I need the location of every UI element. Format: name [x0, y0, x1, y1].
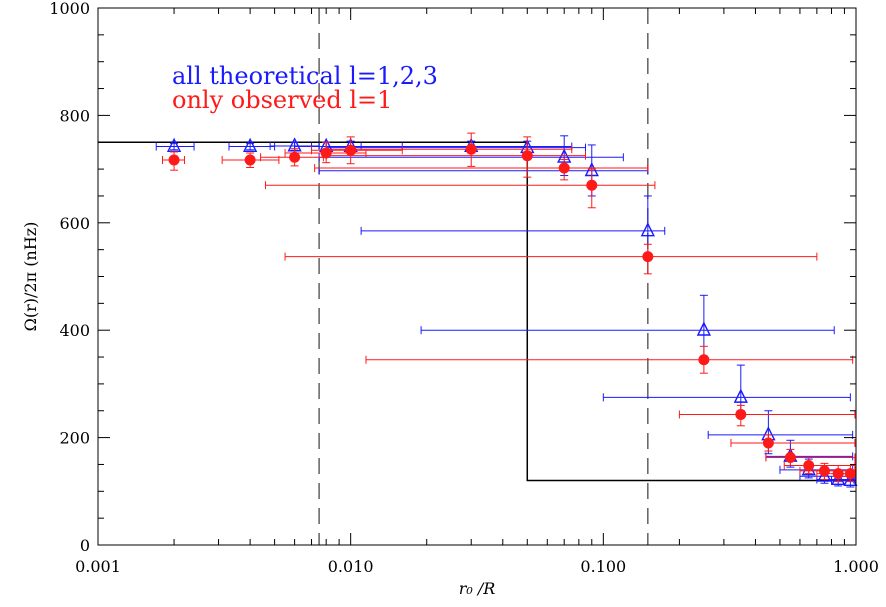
circle-marker — [465, 143, 477, 155]
reference-lines — [318, 8, 649, 545]
triangle-marker — [733, 388, 748, 403]
data-point — [730, 434, 856, 452]
circle-marker — [803, 460, 815, 472]
circle-marker — [818, 465, 830, 477]
data-point — [325, 137, 573, 154]
series-theoretical — [155, 135, 858, 488]
circle-marker — [784, 451, 796, 463]
data-point — [360, 195, 666, 256]
y-tick-label: 600 — [59, 214, 90, 233]
circle-marker — [698, 354, 710, 366]
data-point — [161, 151, 186, 171]
y-tick-label: 200 — [59, 429, 90, 448]
x-axis-title: r₀ /R — [459, 579, 496, 598]
legend-entry: only observed l=1 — [172, 86, 392, 114]
triangle-marker — [696, 321, 712, 336]
data-point — [314, 158, 649, 181]
x-tick-label: 0.100 — [580, 557, 626, 576]
data-point — [155, 137, 195, 153]
data-point — [837, 465, 856, 483]
series-observed — [161, 132, 856, 483]
x-tick-label: 0.001 — [75, 557, 121, 576]
x-tick-label: 0.010 — [328, 557, 374, 576]
data-point — [602, 364, 851, 412]
circle-marker — [558, 162, 570, 174]
data-point — [365, 345, 854, 374]
circle-marker — [521, 150, 533, 162]
triangle-marker — [843, 471, 858, 487]
data-point — [284, 243, 818, 275]
data-point — [707, 410, 854, 455]
data-point — [325, 136, 586, 178]
data-point — [420, 294, 835, 361]
x-tick-label: 1.000 — [833, 557, 879, 576]
circle-marker — [642, 251, 654, 263]
circle-marker — [586, 179, 598, 191]
data-series-layer — [155, 132, 858, 488]
rotation-step-profile — [98, 141, 856, 482]
triangle-marker — [831, 470, 846, 485]
triangle-marker — [166, 137, 182, 153]
triangle-marker — [242, 137, 258, 153]
y-axis-title: Ω(r)/2π (nHz) — [21, 222, 40, 332]
data-point — [678, 404, 856, 427]
data-point — [325, 132, 573, 167]
circle-marker — [735, 409, 747, 421]
legend-entry: all theoretical l=1,2,3 — [172, 62, 438, 90]
circle-marker — [168, 154, 180, 166]
axis-ticks: 0.001 0.010 0.100 1.000 0 200 400 600 800 1000 — [49, 0, 879, 576]
data-point — [221, 152, 280, 168]
circle-marker — [244, 154, 256, 166]
data-point — [264, 168, 656, 209]
y-tick-label: 0 — [80, 536, 90, 555]
data-point — [318, 144, 649, 197]
data-point — [228, 137, 276, 153]
triangle-marker — [640, 222, 655, 237]
circle-marker — [844, 468, 856, 480]
circle-marker — [762, 437, 774, 449]
circle-marker — [289, 151, 301, 163]
y-tick-label: 800 — [59, 106, 90, 125]
y-tick-label: 1000 — [49, 0, 90, 18]
step-profile-layer — [98, 141, 856, 482]
y-tick-label: 400 — [59, 321, 90, 340]
circle-marker — [345, 144, 357, 156]
